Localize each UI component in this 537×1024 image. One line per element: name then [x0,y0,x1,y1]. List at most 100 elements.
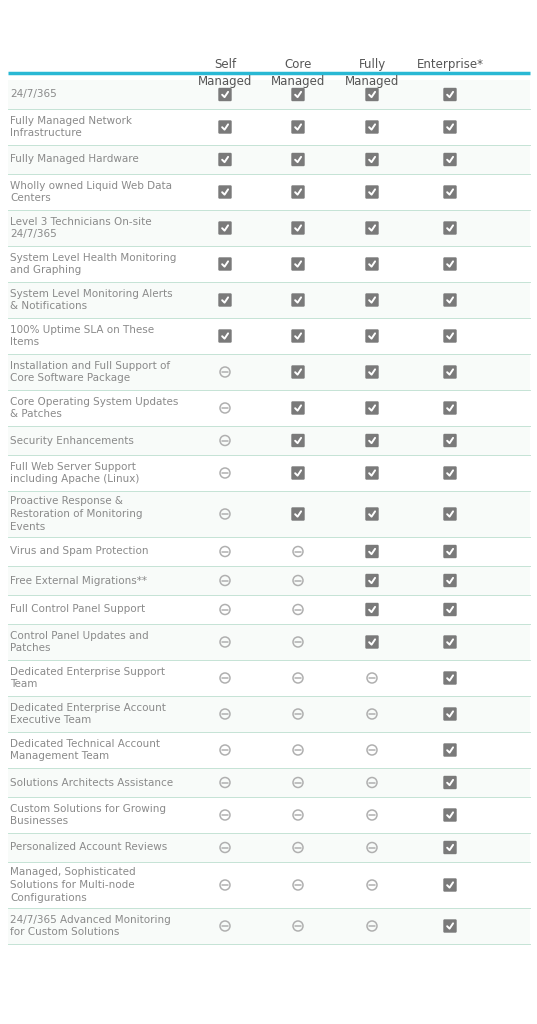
FancyBboxPatch shape [219,185,231,199]
FancyBboxPatch shape [365,185,379,199]
Text: Full Control Panel Support: Full Control Panel Support [10,604,145,614]
FancyBboxPatch shape [444,808,456,821]
Text: Solutions Architects Assistance: Solutions Architects Assistance [10,777,173,787]
Bar [8,490,530,537]
Bar [8,768,530,797]
Text: Dedicated Enterprise Account
Executive Team: Dedicated Enterprise Account Executive T… [10,702,166,725]
Text: Control Panel Updates and
Patches: Control Panel Updates and Patches [10,631,149,653]
FancyBboxPatch shape [365,635,379,648]
Text: Level 3 Technicians On-site
24/7/365: Level 3 Technicians On-site 24/7/365 [10,217,151,240]
FancyBboxPatch shape [219,88,231,101]
FancyBboxPatch shape [444,257,456,270]
FancyBboxPatch shape [291,88,304,101]
Bar [8,833,530,862]
Bar [8,210,530,246]
FancyBboxPatch shape [365,88,379,101]
Text: Free External Migrations**: Free External Migrations** [10,575,147,586]
Text: Core
Managed: Core Managed [271,58,325,88]
FancyBboxPatch shape [365,330,379,343]
FancyBboxPatch shape [365,466,379,479]
FancyBboxPatch shape [444,507,456,520]
Text: System Level Health Monitoring
and Graphing: System Level Health Monitoring and Graph… [10,253,176,275]
Text: 24/7/365: 24/7/365 [10,89,57,99]
FancyBboxPatch shape [444,635,456,648]
Bar [8,426,530,455]
Text: Virus and Spam Protection: Virus and Spam Protection [10,547,149,556]
Text: Proactive Response &
Restoration of Monitoring
Events: Proactive Response & Restoration of Moni… [10,497,142,531]
Bar [8,354,530,390]
Bar [8,282,530,318]
FancyBboxPatch shape [291,185,304,199]
FancyBboxPatch shape [219,120,231,134]
Text: Full Web Server Support
including Apache (Linux): Full Web Server Support including Apache… [10,462,140,484]
FancyBboxPatch shape [219,293,231,307]
FancyBboxPatch shape [365,401,379,415]
FancyBboxPatch shape [444,434,456,447]
FancyBboxPatch shape [444,879,456,892]
FancyBboxPatch shape [444,401,456,415]
Bar [8,908,530,944]
Text: Fully Managed Hardware: Fully Managed Hardware [10,155,139,165]
Text: Managed, Sophisticated
Solutions for Multi-node
Configurations: Managed, Sophisticated Solutions for Mul… [10,867,136,903]
Text: Custom Solutions for Growing
Businesses: Custom Solutions for Growing Businesses [10,804,166,826]
FancyBboxPatch shape [444,221,456,234]
Text: Enterprise*: Enterprise* [417,58,483,71]
Bar [8,696,530,732]
FancyBboxPatch shape [444,545,456,558]
FancyBboxPatch shape [291,153,304,166]
FancyBboxPatch shape [444,366,456,379]
FancyBboxPatch shape [291,434,304,447]
FancyBboxPatch shape [365,366,379,379]
FancyBboxPatch shape [365,221,379,234]
FancyBboxPatch shape [291,401,304,415]
Text: System Level Monitoring Alerts
& Notifications: System Level Monitoring Alerts & Notific… [10,289,172,311]
FancyBboxPatch shape [365,257,379,270]
FancyBboxPatch shape [444,153,456,166]
FancyBboxPatch shape [291,221,304,234]
FancyBboxPatch shape [444,708,456,721]
Text: Fully
Managed: Fully Managed [345,58,399,88]
Text: Security Enhancements: Security Enhancements [10,435,134,445]
FancyBboxPatch shape [291,366,304,379]
FancyBboxPatch shape [444,466,456,479]
FancyBboxPatch shape [365,120,379,134]
FancyBboxPatch shape [219,330,231,343]
FancyBboxPatch shape [444,573,456,587]
FancyBboxPatch shape [291,293,304,307]
Text: Wholly owned Liquid Web Data
Centers: Wholly owned Liquid Web Data Centers [10,180,172,204]
FancyBboxPatch shape [365,434,379,447]
FancyBboxPatch shape [444,293,456,307]
Text: 100% Uptime SLA on These
Items: 100% Uptime SLA on These Items [10,325,154,347]
Bar [8,624,530,660]
Text: Fully Managed Network
Infrastructure: Fully Managed Network Infrastructure [10,116,132,138]
FancyBboxPatch shape [365,545,379,558]
Bar [8,145,530,174]
FancyBboxPatch shape [365,153,379,166]
FancyBboxPatch shape [219,257,231,270]
FancyBboxPatch shape [444,672,456,685]
FancyBboxPatch shape [291,257,304,270]
FancyBboxPatch shape [444,603,456,616]
FancyBboxPatch shape [219,221,231,234]
Text: 24/7/365 Advanced Monitoring
for Custom Solutions: 24/7/365 Advanced Monitoring for Custom … [10,914,171,937]
FancyBboxPatch shape [365,507,379,520]
FancyBboxPatch shape [365,603,379,616]
Bar [8,80,530,109]
FancyBboxPatch shape [219,153,231,166]
FancyBboxPatch shape [444,330,456,343]
FancyBboxPatch shape [365,573,379,587]
FancyBboxPatch shape [291,120,304,134]
FancyBboxPatch shape [444,743,456,757]
FancyBboxPatch shape [291,330,304,343]
FancyBboxPatch shape [444,185,456,199]
FancyBboxPatch shape [444,776,456,790]
FancyBboxPatch shape [444,88,456,101]
Text: Dedicated Enterprise Support
Team: Dedicated Enterprise Support Team [10,667,165,689]
Bar [8,566,530,595]
Text: Dedicated Technical Account
Management Team: Dedicated Technical Account Management T… [10,738,160,762]
FancyBboxPatch shape [365,293,379,307]
FancyBboxPatch shape [444,920,456,933]
FancyBboxPatch shape [291,507,304,520]
Text: Core Operating System Updates
& Patches: Core Operating System Updates & Patches [10,396,178,420]
Text: Personalized Account Reviews: Personalized Account Reviews [10,843,167,853]
